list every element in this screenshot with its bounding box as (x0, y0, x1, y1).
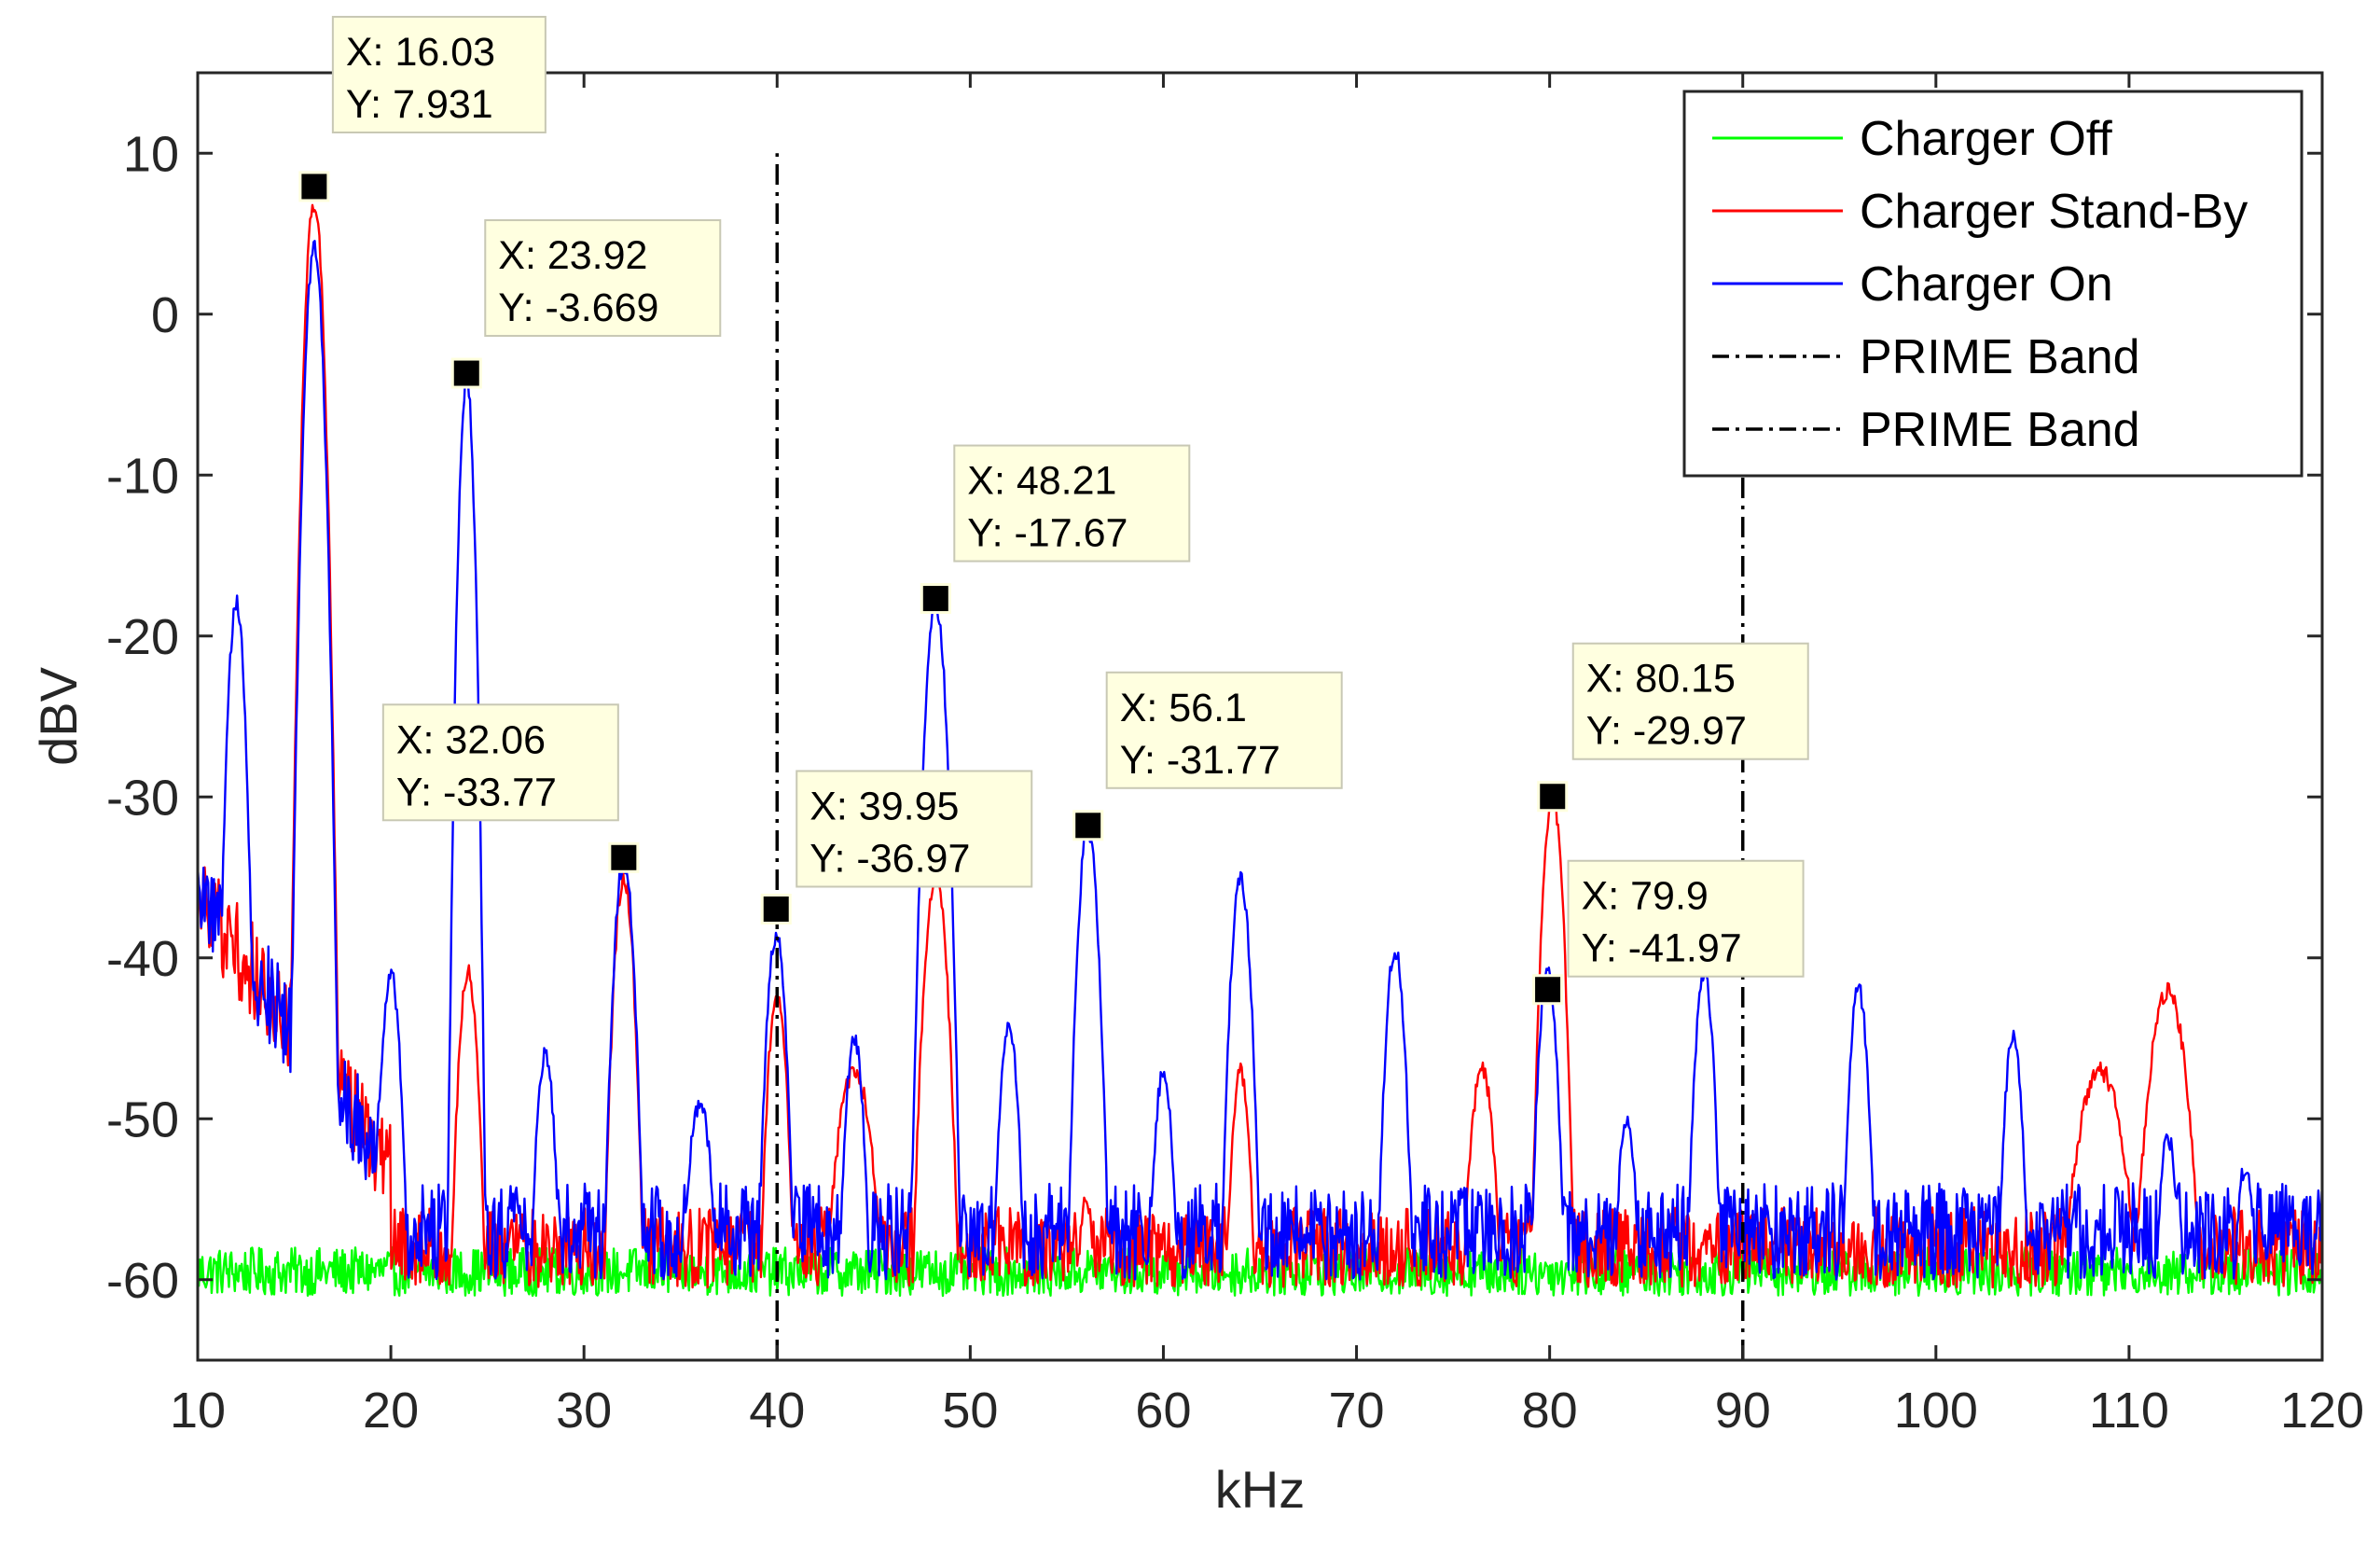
y-tick-label: -60 (106, 1253, 179, 1309)
datatip-box (331, 16, 547, 133)
x-tick-label: 110 (2089, 1383, 2169, 1439)
x-tick-label: 40 (749, 1383, 805, 1439)
datatip-marker (298, 171, 330, 202)
datatip-marker (760, 893, 792, 924)
datatip-x-label: X: 16.03 (346, 30, 495, 75)
legend-label: Charger On (1860, 257, 2113, 312)
datatip-box (1567, 859, 1805, 978)
y-tick-label: -30 (106, 770, 179, 826)
datatip-x-label: X: 80.15 (1586, 657, 1736, 702)
datatip-y-label: Y: -3.669 (498, 285, 658, 330)
datatip-marker (608, 841, 640, 873)
ticks-layer: 10 20 30 40 50 60 70 80 90 100 110 120100-10-20-30-… (106, 73, 2364, 1439)
x-tick-label: 20 (363, 1383, 419, 1439)
y-axis-label: dBV (29, 666, 88, 765)
datatip-y-label: Y: -33.77 (396, 770, 557, 814)
legend: Charger Off Charger Stand-By Charger On PRI… (1682, 90, 2304, 478)
y-tick-label: -20 (106, 609, 179, 665)
datatip: X: 39.95 Y: -36.97 (760, 770, 1033, 924)
legend-label: Charger Stand-By (1860, 185, 2248, 239)
datatip-marker (1537, 781, 1569, 813)
datatip-x-label: X: 39.95 (809, 784, 959, 828)
datatip-marker (1072, 810, 1104, 841)
datatip-y-label: Y: -17.67 (967, 511, 1128, 556)
y-tick-label: -50 (106, 1091, 179, 1147)
x-tick-label: 90 (1715, 1383, 1771, 1439)
datatip-box (953, 444, 1191, 563)
datatip-y-label: Y: -36.97 (809, 836, 970, 881)
datatip-box (1105, 671, 1343, 789)
x-tick-label: 30 (556, 1383, 612, 1439)
datatip: X: 79.9 Y: -41.97 (1532, 859, 1805, 1006)
x-tick-label: 100 (1894, 1383, 1978, 1439)
datatip: X: 56.1 Y: -31.77 (1072, 671, 1343, 841)
datatip-y-label: Y: -29.97 (1586, 709, 1747, 754)
datatip: X: 32.06 Y: -33.77 (381, 703, 640, 873)
y-tick-label: 0 (151, 287, 179, 343)
datatips-layer: X: 16.03 Y: 7.931 X: 23.92 Y: -3.669 X: 32.0… (298, 16, 1809, 1006)
datatip-x-label: X: 48.21 (967, 459, 1116, 504)
x-tick-label: 50 (942, 1383, 998, 1439)
y-tick-label: -40 (106, 931, 179, 987)
x-tick-label: 120 (2280, 1383, 2364, 1439)
x-tick-label: 70 (1329, 1383, 1385, 1439)
datatip-x-label: X: 23.92 (498, 233, 647, 278)
datatip: X: 80.15 Y: -29.97 (1537, 642, 1809, 813)
datatip-x-label: X: 32.06 (396, 717, 546, 762)
datatip-x-label: X: 56.1 (1120, 686, 1247, 730)
x-tick-label: 60 (1135, 1383, 1191, 1439)
datatip-marker (920, 583, 951, 615)
legend-label: PRIME Band (1860, 403, 2140, 457)
y-tick-label: 10 (123, 126, 179, 182)
datatip-box (796, 770, 1033, 888)
datatip-box (381, 703, 619, 822)
series-line-charger-on (198, 240, 2322, 1281)
legend-label: Charger Off (1860, 112, 2112, 166)
datatip: X: 48.21 Y: -17.67 (920, 444, 1191, 615)
y-tick-label: -10 (106, 448, 179, 504)
datatip-marker (1532, 974, 1564, 1006)
legend-label: PRIME Band (1860, 330, 2140, 384)
datatip-x-label: X: 79.9 (1582, 874, 1709, 919)
axes-frame (196, 71, 2324, 1362)
x-axis-label: kHz (1215, 1460, 1305, 1519)
datatip-y-label: Y: -31.77 (1120, 738, 1280, 783)
datatip: X: 23.92 Y: -3.669 (450, 219, 722, 389)
datatip-marker (450, 357, 482, 389)
datatip-box (1571, 642, 1809, 760)
x-tick-label: 80 (1522, 1383, 1578, 1439)
datatip-y-label: Y: -41.97 (1582, 926, 1742, 971)
datatip: X: 16.03 Y: 7.931 (298, 16, 547, 202)
x-tick-label: 10 (170, 1383, 226, 1439)
datatip-y-label: Y: 7.931 (346, 82, 493, 127)
datatip-box (484, 219, 722, 338)
